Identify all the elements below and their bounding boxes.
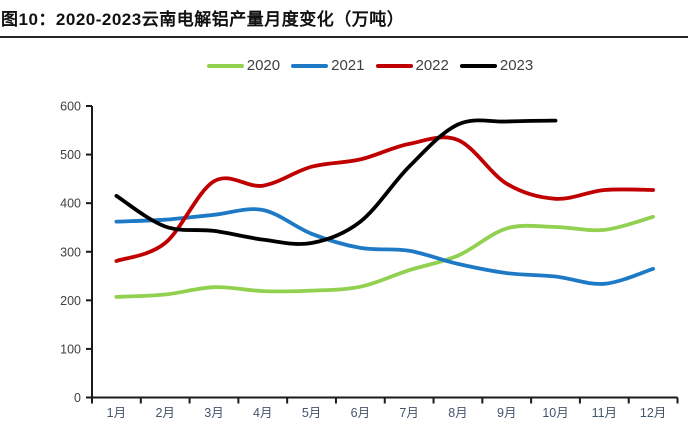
legend-swatch-2020	[206, 63, 244, 68]
x-axis-label: 6月	[351, 406, 370, 420]
y-axis-label: 0	[74, 391, 81, 405]
x-axis-label: 5月	[302, 406, 321, 420]
x-axis-label: 12月	[640, 406, 666, 420]
legend-item-2020: 2020	[206, 57, 281, 74]
series-line-2022	[114, 135, 655, 263]
y-axis-label: 600	[60, 100, 81, 114]
series-line-2023	[114, 118, 558, 246]
legend-swatch-2023	[459, 63, 497, 68]
x-axis-label: 10月	[542, 406, 568, 420]
series-line-2020	[114, 214, 655, 299]
legend-label-2022: 2022	[415, 57, 449, 74]
x-axis-label: 4月	[253, 406, 272, 420]
series-line-2021	[114, 207, 655, 286]
legend-label-2020: 2020	[246, 57, 281, 74]
x-axis-label: 9月	[497, 406, 516, 420]
chart-legend: 2020 2021 2022 2023	[26, 57, 688, 74]
legend-item-2022: 2022	[375, 57, 449, 74]
legend-item-2021: 2021	[291, 57, 365, 74]
x-axis-label: 7月	[399, 406, 418, 420]
y-axis-label: 400	[60, 197, 81, 211]
legend-label-2021: 2021	[331, 57, 365, 74]
legend-swatch-2021	[291, 63, 329, 68]
legend-item-2023: 2023	[459, 57, 534, 74]
y-axis-label: 500	[60, 148, 81, 162]
legend-swatch-2022	[375, 63, 413, 68]
x-axis-label: 3月	[204, 406, 223, 420]
x-axis-label: 2月	[155, 406, 174, 420]
x-axis-label: 11月	[592, 406, 617, 420]
x-axis-label: 8月	[448, 406, 467, 420]
y-axis-label: 300	[60, 245, 81, 259]
page-title: 图10：2020-2023云南电解铝产量月度变化（万吨）	[0, 0, 688, 38]
legend-label-2023: 2023	[499, 57, 534, 74]
y-axis-label: 100	[60, 342, 81, 356]
x-axis-label: 1月	[107, 406, 126, 420]
y-axis-label: 200	[60, 294, 81, 308]
